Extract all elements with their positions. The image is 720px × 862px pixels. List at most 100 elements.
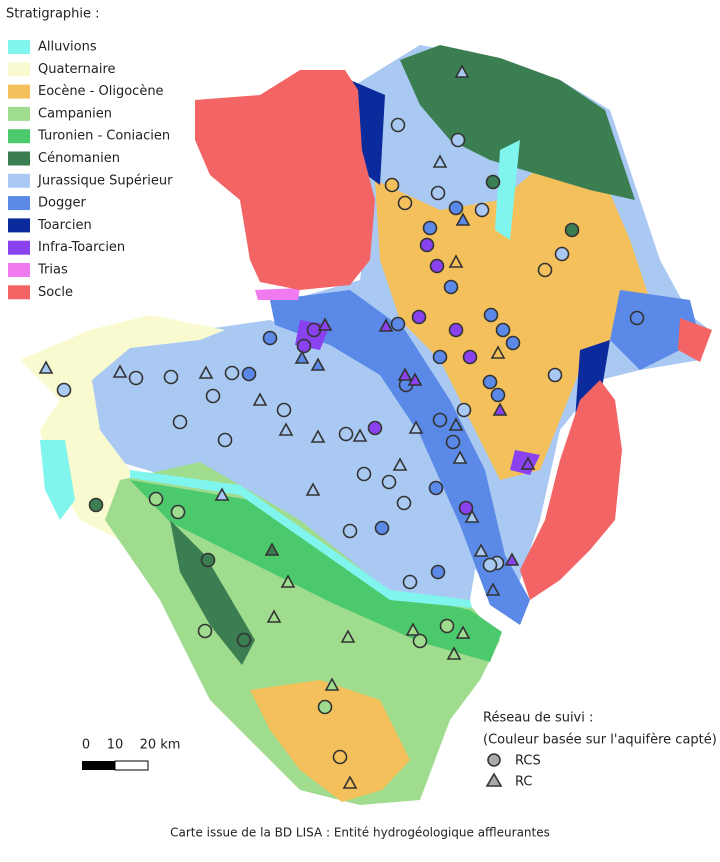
station-rcs <box>483 307 499 323</box>
legend-label: Toarcien <box>37 218 92 233</box>
station-rcs <box>547 367 563 383</box>
station-rc <box>504 552 520 566</box>
map-unit <box>195 70 375 290</box>
station-rcs <box>419 237 435 253</box>
map-unit <box>495 140 520 240</box>
map-unit <box>255 288 300 300</box>
scale-label: 20 km <box>140 738 181 753</box>
legend-label: Socle <box>38 285 73 300</box>
station-rcs <box>443 279 459 295</box>
station-rc <box>340 629 356 643</box>
legend-label: Turonien - Coniacien <box>37 129 170 144</box>
map-unit <box>40 440 75 520</box>
network-label: RCS <box>515 754 541 769</box>
station-rcs <box>224 365 240 381</box>
station-rcs <box>482 374 498 390</box>
map-unit <box>170 520 255 665</box>
station-rcs <box>381 474 397 490</box>
station-rc <box>397 367 413 381</box>
legend-label: Cénomanien <box>38 151 120 166</box>
station-rcs <box>458 500 474 516</box>
station-rc <box>294 350 310 364</box>
station-rcs <box>332 749 348 765</box>
scale-label: 0 <box>82 738 90 753</box>
station-rc <box>266 609 282 623</box>
station-rc <box>378 318 394 332</box>
station-rc <box>448 417 464 431</box>
station-rc <box>198 365 214 379</box>
legend-swatch <box>8 285 30 300</box>
station-rc <box>405 622 421 636</box>
station-rcs <box>148 491 164 507</box>
legend-label: Trias <box>37 263 68 278</box>
network-symbol <box>487 753 501 767</box>
station-rc <box>214 487 230 501</box>
legend-label: Quaternaire <box>38 62 116 77</box>
map-unit <box>250 680 410 802</box>
station-rcs <box>564 222 580 238</box>
station-rc <box>352 428 368 442</box>
map-unit <box>400 45 635 200</box>
station-rc <box>38 360 54 374</box>
station-rcs <box>356 466 372 482</box>
station-rc <box>454 64 470 78</box>
station-rc <box>485 582 501 596</box>
station-rc <box>264 542 280 556</box>
station-rcs <box>163 369 179 385</box>
station-rcs <box>450 132 466 148</box>
station-rcs <box>429 258 445 274</box>
station-rcs <box>495 322 511 338</box>
station-rcs <box>56 382 72 398</box>
station-rcs <box>485 174 501 190</box>
legend-title: Stratigraphie : <box>6 7 100 22</box>
station-rcs <box>402 574 418 590</box>
station-rc <box>407 372 423 386</box>
station-rc <box>490 345 506 359</box>
station-rc <box>112 364 128 378</box>
station-rc <box>408 420 424 434</box>
legend-swatch <box>8 151 30 166</box>
station-rcs <box>462 349 478 365</box>
scale-segment <box>82 761 115 770</box>
map-unit <box>130 480 502 662</box>
network-subtitle: (Couleur basée sur l'aquifère capté) <box>483 733 717 748</box>
scale-bar: 0 10 20 km <box>82 738 181 771</box>
station-rcs <box>448 200 464 216</box>
station-rcs <box>374 520 390 536</box>
station-rcs <box>317 699 333 715</box>
station-rcs <box>430 564 446 580</box>
station-rcs <box>474 202 490 218</box>
station-rcs <box>448 322 464 338</box>
station-rcs <box>505 335 521 351</box>
station-rcs <box>490 387 506 403</box>
network-title: Réseau de suivi : <box>483 711 593 726</box>
station-rc <box>317 317 333 331</box>
station-rcs <box>537 262 553 278</box>
station-rcs <box>430 185 446 201</box>
legend-label: Infra-Toarcien <box>38 240 125 255</box>
station-rcs <box>338 426 354 442</box>
station-rc <box>452 450 468 464</box>
station-rc <box>448 254 464 268</box>
legend-swatch <box>8 173 30 188</box>
network-legend: Réseau de suivi : (Couleur basée sur l'a… <box>483 711 717 790</box>
station-rc <box>432 154 448 168</box>
station-rcs <box>390 117 406 133</box>
station-rc <box>252 392 268 406</box>
station-rcs <box>241 366 257 382</box>
station-rcs <box>554 246 570 262</box>
station-rcs <box>396 495 412 511</box>
station-rc <box>520 456 536 470</box>
station-rc <box>455 625 471 639</box>
station-rcs <box>412 633 428 649</box>
legend-swatch <box>8 240 30 255</box>
station-rcs <box>432 412 448 428</box>
station-rc <box>305 482 321 496</box>
map-unit <box>375 150 650 480</box>
station-rcs <box>88 497 104 513</box>
legend: Stratigraphie : Alluvions Quaternaire Eocè… <box>6 7 173 300</box>
station-rcs <box>170 504 186 520</box>
legend-swatch <box>8 62 30 77</box>
station-rcs <box>342 523 358 539</box>
station-rcs <box>128 370 144 386</box>
